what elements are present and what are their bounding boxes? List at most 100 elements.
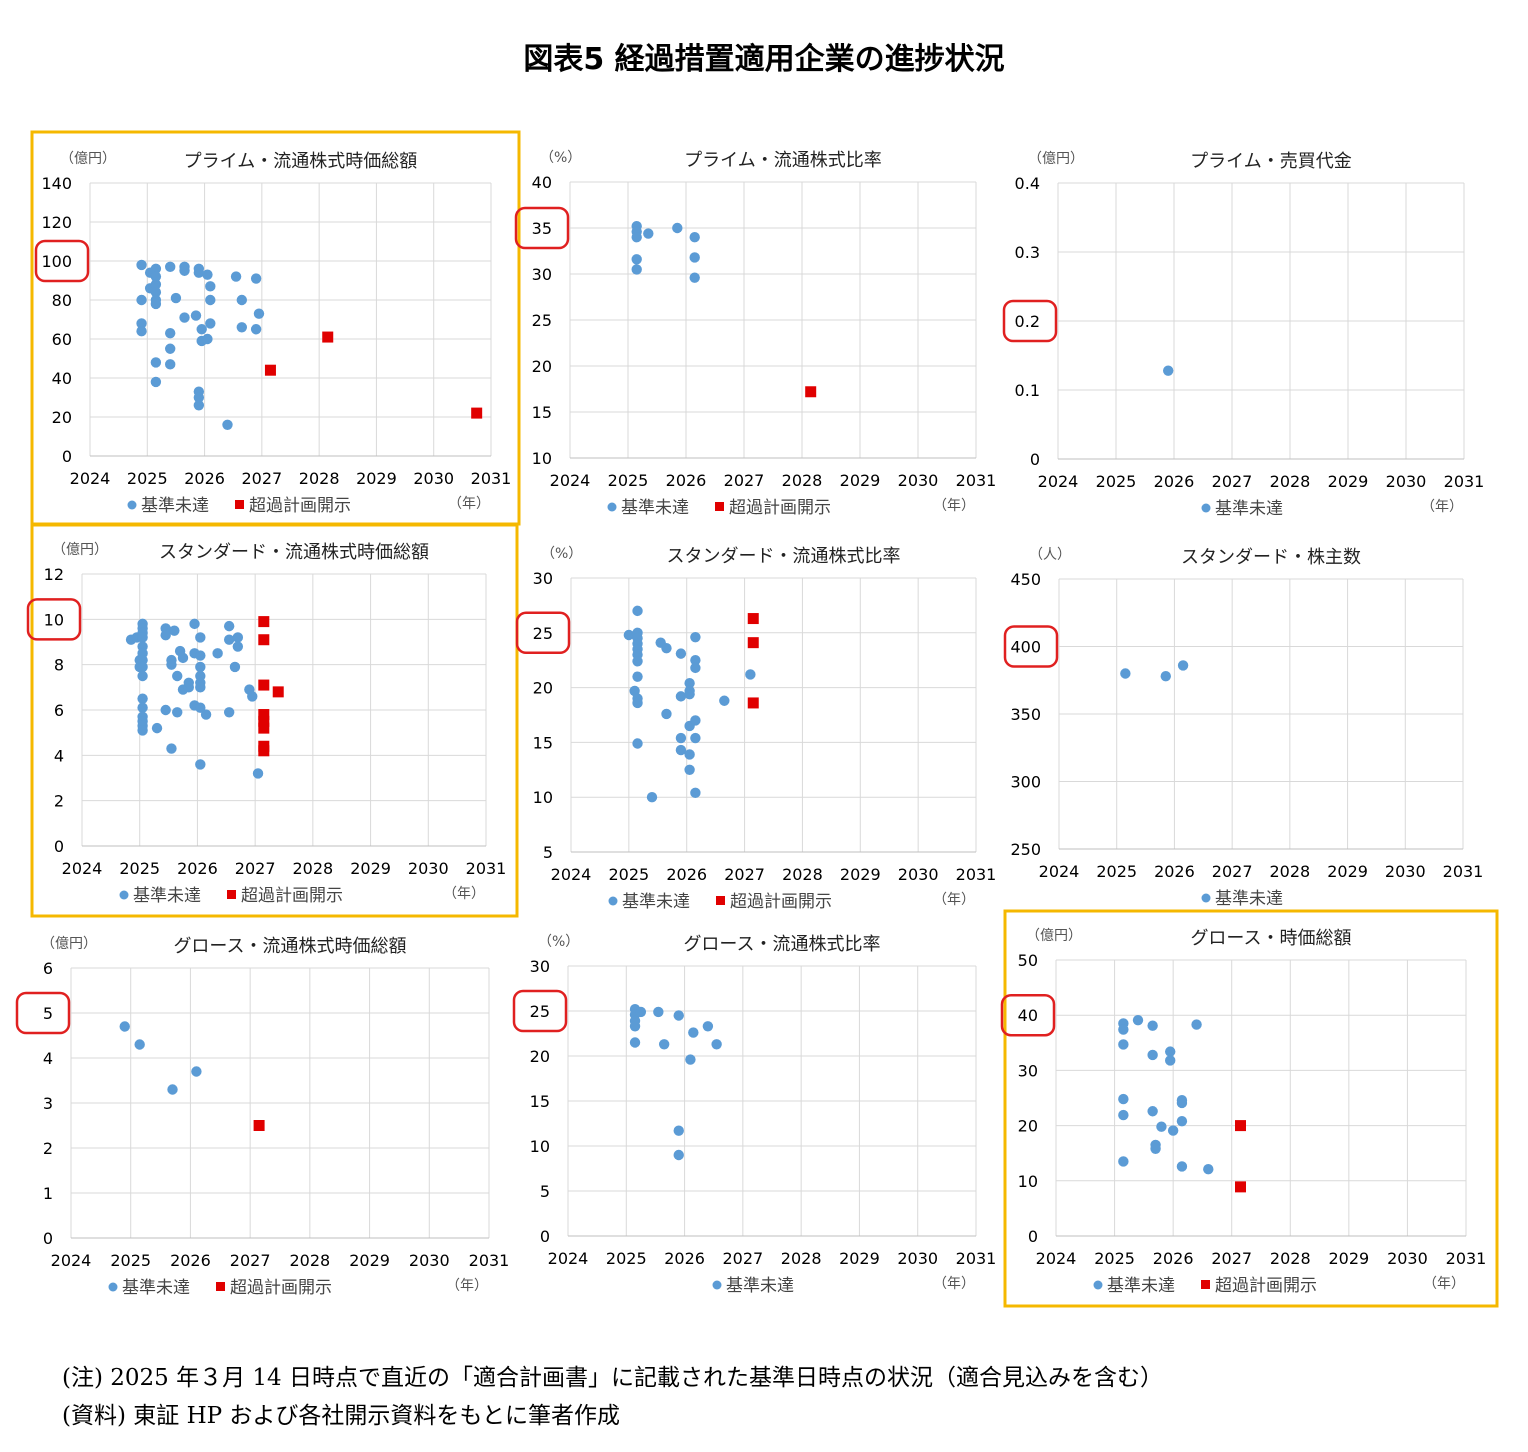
data-point-blue — [190, 310, 202, 321]
data-point-blue — [212, 648, 223, 659]
threshold-marker — [26, 598, 82, 641]
y-tick-label: 20 — [530, 1047, 550, 1066]
y-tick-label: 0.2 — [1015, 312, 1040, 331]
x-tick-label: 2024 — [70, 469, 111, 488]
data-point-blue — [689, 252, 700, 263]
data-point-blue — [165, 327, 176, 339]
data-point-blue — [165, 343, 176, 354]
data-point-blue — [635, 1006, 647, 1018]
data-point-blue — [205, 318, 216, 329]
y-tick-label: 400 — [1010, 638, 1041, 657]
x-tick-label: 2025 — [1096, 862, 1137, 881]
x-tick-label: 2024 — [550, 471, 591, 490]
data-point-blue — [160, 704, 171, 716]
y-tick-label: 50 — [1018, 951, 1038, 970]
data-point-red — [322, 331, 334, 343]
y-unit-label: （億円） — [41, 936, 97, 952]
legend-label: 超過計画開示 — [249, 496, 351, 516]
data-point-blue — [150, 298, 162, 310]
y-tick-label: 15 — [533, 733, 553, 752]
legend-marker-red — [716, 896, 725, 905]
data-point-red — [258, 634, 270, 646]
y-tick-label: 0 — [43, 1229, 53, 1248]
data-point-blue — [119, 1021, 130, 1032]
y-tick-label: 0.3 — [1015, 243, 1040, 262]
x-tick-label: 2030 — [409, 1251, 450, 1270]
y-tick-label: 25 — [530, 1002, 550, 1021]
x-tick-label: 2031 — [471, 469, 512, 488]
data-point-blue — [675, 732, 687, 744]
data-point-blue — [623, 629, 635, 641]
x-tick-label: 2030 — [1385, 862, 1426, 881]
data-point-blue — [183, 677, 194, 688]
x-tick-label: 2026 — [666, 865, 707, 884]
data-point-blue — [690, 662, 701, 674]
x-tick-label: 2025 — [127, 469, 168, 488]
y-tick-label: 40 — [1018, 1006, 1038, 1025]
x-tick-label: 2031 — [956, 865, 997, 884]
data-point-blue — [689, 272, 700, 283]
data-point-blue — [1156, 1121, 1167, 1132]
legend-label: 超過計画開示 — [1215, 1276, 1317, 1296]
y-tick-label: 30 — [530, 957, 550, 976]
y-unit-label: （億円） — [1028, 151, 1084, 167]
y-tick-label: 100 — [41, 252, 72, 271]
data-point-blue — [661, 642, 672, 654]
x-unit-label: （年） — [933, 1276, 975, 1292]
legend-label: 基準未達 — [622, 892, 690, 912]
legend-marker-red — [715, 502, 724, 511]
x-tick-label: 2030 — [1387, 1249, 1428, 1268]
y-tick-label: 0 — [1030, 450, 1040, 469]
x-tick-label: 2029 — [839, 1249, 880, 1268]
data-point-blue — [690, 631, 701, 643]
data-point-blue — [196, 324, 207, 335]
chart-title: スタンダード・流通株式比率 — [667, 546, 901, 567]
chart-title: スタンダード・株主数 — [1181, 547, 1361, 568]
y-unit-label: （%） — [538, 934, 579, 950]
chart-panel-3: 0 0.1 0.2 0.3 0.4 2024 2025 2026 2027 2028 2029 203… — [1002, 151, 1484, 519]
x-tick-label: 2031 — [1443, 862, 1484, 881]
x-tick-label: 2026 — [177, 859, 218, 878]
x-tick-label: 2024 — [548, 1249, 589, 1268]
legend-marker-blue — [712, 1280, 722, 1290]
threshold-marker — [1002, 299, 1058, 343]
data-point-blue — [1118, 1093, 1129, 1105]
data-point-blue — [1165, 1046, 1176, 1057]
data-point-blue — [1167, 1125, 1179, 1136]
data-point-blue — [150, 279, 162, 290]
data-point-blue — [1147, 1049, 1158, 1061]
data-point-blue — [1147, 1020, 1158, 1031]
data-point-blue — [250, 273, 262, 284]
x-unit-label: （年） — [446, 1278, 488, 1294]
legend-label: 基準未達 — [621, 498, 689, 518]
x-tick-label: 2028 — [289, 1251, 330, 1270]
legend-label: 超過計画開示 — [230, 1278, 332, 1298]
data-point-red — [471, 407, 483, 419]
data-point-blue — [252, 768, 264, 779]
y-tick-label: 20 — [532, 357, 552, 376]
data-point-blue — [232, 632, 244, 643]
y-tick-label: 250 — [1010, 840, 1041, 859]
y-tick-label: 25 — [532, 311, 552, 330]
x-tick-label: 2025 — [1096, 472, 1137, 491]
y-tick-label: 0 — [54, 837, 64, 856]
x-tick-label: 2024 — [51, 1251, 92, 1270]
x-tick-label: 2028 — [1270, 1249, 1311, 1268]
highlight-frame — [30, 130, 521, 526]
data-point-blue — [179, 265, 190, 276]
x-tick-label: 2026 — [184, 469, 225, 488]
data-point-red — [747, 637, 759, 649]
x-tick-label: 2031 — [469, 1251, 510, 1270]
x-tick-label: 2027 — [235, 859, 276, 878]
y-tick-label: 450 — [1010, 570, 1041, 589]
data-point-blue — [137, 632, 148, 643]
threshold-marker — [512, 989, 568, 1033]
data-point-blue — [1118, 1039, 1129, 1050]
legend-marker-blue — [1093, 1280, 1103, 1290]
y-tick-label: 20 — [1018, 1117, 1038, 1136]
x-tick-label: 2027 — [230, 1251, 271, 1270]
data-point-blue — [232, 641, 244, 652]
data-point-blue — [195, 759, 206, 770]
x-tick-label: 2030 — [898, 865, 939, 884]
